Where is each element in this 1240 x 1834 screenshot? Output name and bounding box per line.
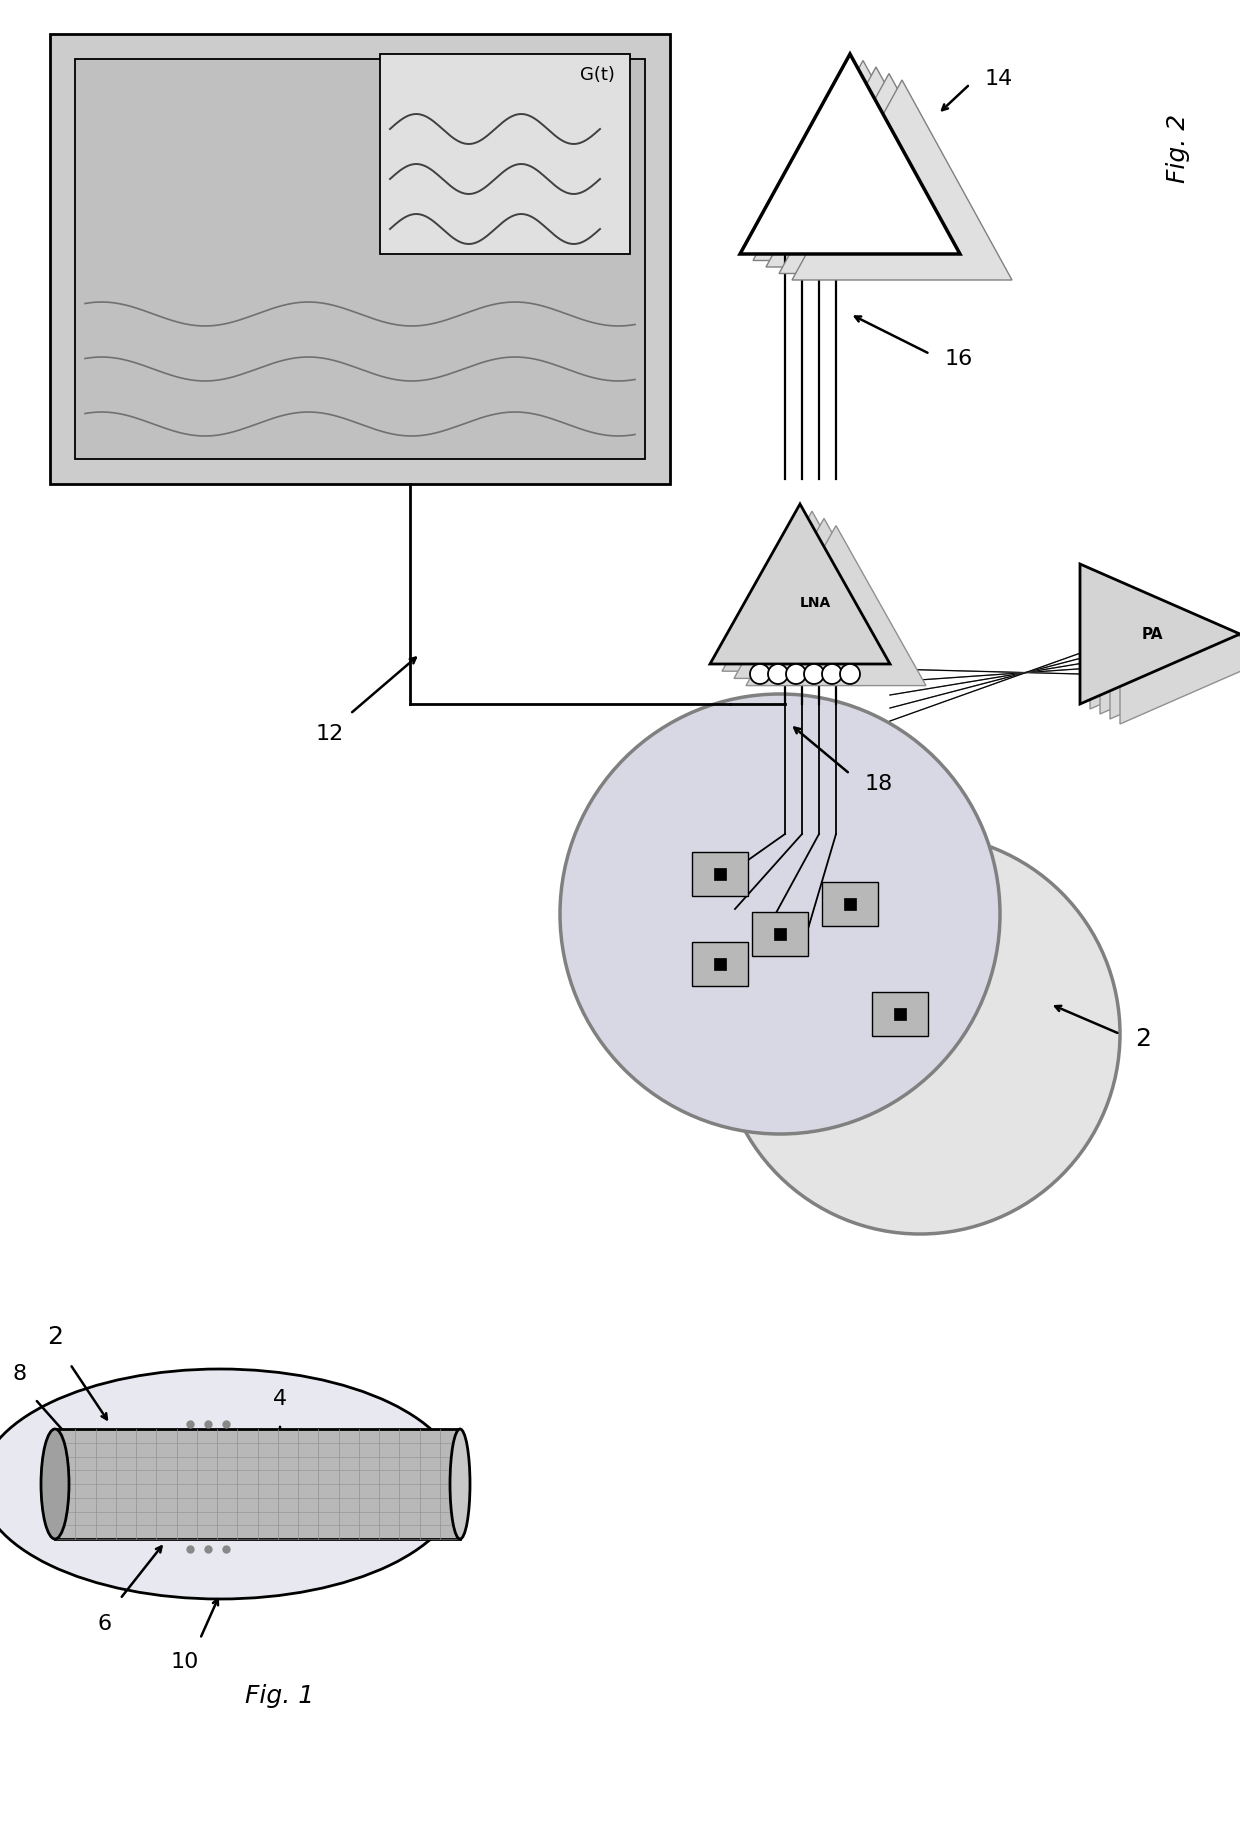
Circle shape xyxy=(786,664,806,684)
Text: 4: 4 xyxy=(273,1388,288,1409)
Polygon shape xyxy=(1110,580,1240,719)
Ellipse shape xyxy=(41,1429,69,1539)
Polygon shape xyxy=(779,73,999,273)
Text: 16: 16 xyxy=(945,348,973,369)
Text: Fig. 2: Fig. 2 xyxy=(1166,114,1190,183)
Circle shape xyxy=(750,664,770,684)
Polygon shape xyxy=(1080,565,1240,704)
Text: LNA: LNA xyxy=(800,596,831,611)
Bar xyxy=(872,992,928,1036)
Bar xyxy=(822,882,878,926)
Circle shape xyxy=(804,664,825,684)
Polygon shape xyxy=(1090,569,1240,710)
Circle shape xyxy=(720,834,1120,1234)
Text: 2: 2 xyxy=(47,1324,63,1350)
Polygon shape xyxy=(1100,574,1240,713)
Text: 12: 12 xyxy=(316,724,345,745)
Text: 14: 14 xyxy=(985,70,1013,90)
Polygon shape xyxy=(766,68,986,268)
Polygon shape xyxy=(734,519,914,679)
Text: 2: 2 xyxy=(1135,1027,1151,1051)
Bar xyxy=(714,867,725,880)
Circle shape xyxy=(839,664,861,684)
Circle shape xyxy=(822,664,842,684)
Polygon shape xyxy=(711,504,890,664)
Polygon shape xyxy=(792,81,1012,281)
Bar xyxy=(50,35,670,484)
Circle shape xyxy=(560,693,999,1133)
Circle shape xyxy=(768,664,787,684)
Bar xyxy=(894,1009,906,1020)
Text: 8: 8 xyxy=(12,1364,27,1385)
Bar xyxy=(844,899,856,910)
Polygon shape xyxy=(746,526,926,686)
Bar xyxy=(692,853,748,897)
Bar xyxy=(692,943,748,987)
Text: G(t): G(t) xyxy=(580,66,615,84)
Polygon shape xyxy=(740,53,960,253)
Text: Fig. 1: Fig. 1 xyxy=(246,1684,315,1707)
Bar xyxy=(774,928,786,941)
Ellipse shape xyxy=(450,1429,470,1539)
Bar xyxy=(74,59,645,458)
Polygon shape xyxy=(1120,583,1240,724)
Text: 10: 10 xyxy=(171,1652,200,1673)
Bar xyxy=(55,1429,460,1539)
Text: 6: 6 xyxy=(98,1614,112,1634)
Ellipse shape xyxy=(0,1368,460,1599)
Bar xyxy=(379,53,630,253)
Polygon shape xyxy=(722,512,901,671)
Text: PA: PA xyxy=(1141,627,1163,642)
Bar xyxy=(751,911,808,956)
Bar xyxy=(714,957,725,970)
Polygon shape xyxy=(753,61,973,260)
Text: 18: 18 xyxy=(866,774,893,794)
